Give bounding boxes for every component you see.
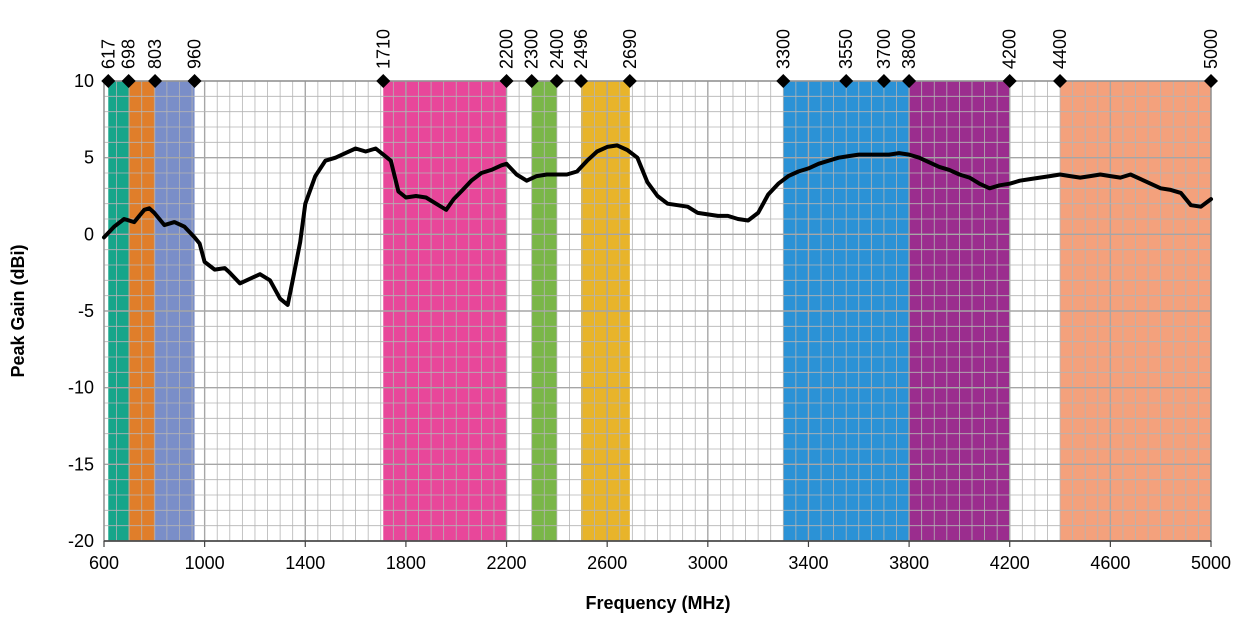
x-tick-label: 3800 (889, 553, 929, 573)
marker-label-4400: 4400 (1050, 29, 1070, 69)
y-tick-label: -15 (68, 454, 94, 474)
marker-label-698: 698 (119, 39, 139, 69)
marker-label-2690: 2690 (620, 29, 640, 69)
marker-label-2400: 2400 (547, 29, 567, 69)
grid (103, 80, 1212, 547)
marker-label-4200: 4200 (1000, 29, 1020, 69)
y-tick-label: 10 (74, 71, 94, 91)
marker-label-3300: 3300 (773, 29, 793, 69)
x-tick-label: 1000 (185, 553, 225, 573)
marker-diamond-4400 (1053, 74, 1068, 88)
marker-label-803: 803 (145, 39, 165, 69)
y-tick-label: 0 (84, 224, 94, 244)
x-tick-label: 600 (89, 553, 119, 573)
y-axis-title: Peak Gain (dBi) (8, 244, 28, 377)
marker-label-3800: 3800 (899, 29, 919, 69)
x-tick-label: 4600 (1090, 553, 1130, 573)
marker-diamond-2200 (499, 74, 514, 88)
marker-label-2496: 2496 (571, 29, 591, 69)
x-tick-label: 3400 (788, 553, 828, 573)
marker-diamond-3550 (839, 74, 854, 88)
x-tick-label: 1800 (386, 553, 426, 573)
marker-label-2200: 2200 (497, 29, 517, 69)
y-tick-label: -10 (68, 378, 94, 398)
x-tick-label: 2200 (487, 553, 527, 573)
marker-diamond-3300 (776, 74, 791, 88)
marker-label-2300: 2300 (522, 29, 542, 69)
marker-label-1710: 1710 (373, 29, 393, 69)
marker-diamond-617 (101, 74, 116, 88)
top-markers: 617 698 803 960 1710 2200 2300 2400 2496 2690 3300… (98, 29, 1221, 88)
marker-diamond-2690 (622, 74, 637, 88)
marker-diamond-4200 (1002, 74, 1017, 88)
x-tick-label: 5000 (1191, 553, 1231, 573)
series-group (102, 143, 1213, 307)
marker-diamond-1710 (376, 74, 391, 88)
x-tick-label: 2600 (587, 553, 627, 573)
series-line-0 (102, 143, 1213, 307)
marker-label-3700: 3700 (874, 29, 894, 69)
marker-diamond-2496 (574, 74, 589, 88)
marker-diamond-3700 (876, 74, 891, 88)
marker-label-5000: 5000 (1201, 29, 1221, 69)
tick-labels: 600 1000 1400 1800 2200 2600 3000 3400 3800 4200 4… (68, 71, 1231, 573)
y-tick-label: 5 (84, 148, 94, 168)
marker-label-960: 960 (185, 39, 205, 69)
marker-diamond-803 (148, 74, 163, 88)
x-tick-label: 3000 (688, 553, 728, 573)
marker-diamond-5000 (1204, 74, 1218, 88)
marker-label-617: 617 (98, 39, 118, 69)
marker-label-3550: 3550 (836, 29, 856, 69)
y-tick-label: -5 (78, 301, 94, 321)
marker-diamond-960 (187, 74, 202, 88)
x-tick-label: 4200 (990, 553, 1030, 573)
marker-diamond-2300 (524, 74, 539, 88)
x-tick-label: 1400 (285, 553, 325, 573)
marker-diamond-2400 (549, 74, 564, 88)
marker-diamond-3800 (902, 74, 917, 88)
y-tick-label: -20 (68, 531, 94, 551)
x-axis-title: Frequency (MHz) (585, 593, 730, 613)
marker-diamond-698 (121, 74, 136, 88)
